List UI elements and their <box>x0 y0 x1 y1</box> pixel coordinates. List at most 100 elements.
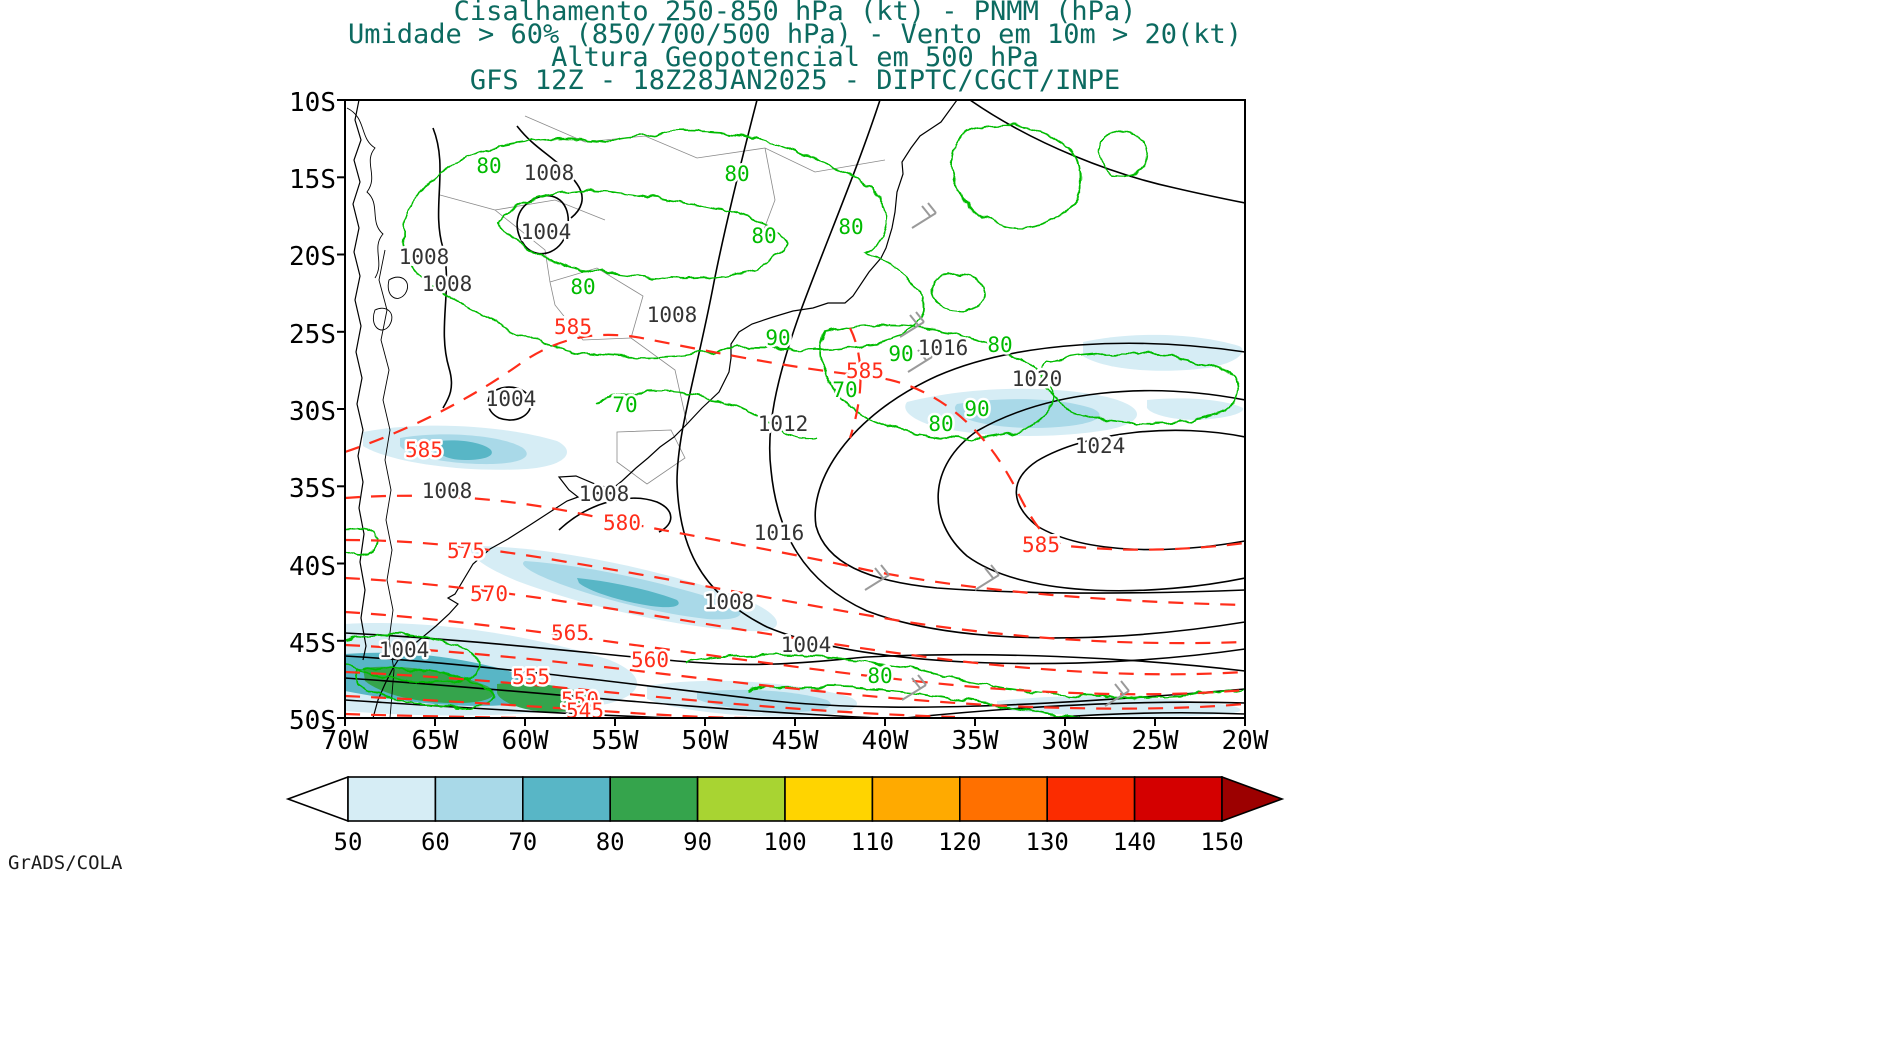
contour-unlabeled <box>969 100 1245 204</box>
pressure-label: 1008 <box>647 303 698 327</box>
colorbar-segment <box>522 776 612 822</box>
colorbar-tick-label: 100 <box>763 828 806 856</box>
lat-tick-label: 20S <box>289 242 336 272</box>
humidity-label: 90 <box>964 397 989 421</box>
height-label: 550 <box>561 688 599 712</box>
height-label: 560 <box>631 648 669 672</box>
colorbar-tick-label: 120 <box>938 828 981 856</box>
pressure-label: 1024 <box>1075 434 1126 458</box>
contour-1004-south <box>345 632 1245 672</box>
lon-tick-label: 25W <box>1131 726 1179 756</box>
humidity-label: 90 <box>765 326 790 350</box>
height-label: 575 <box>447 539 485 563</box>
pressure-label: 1008 <box>704 590 755 614</box>
humidity-label: 80 <box>570 275 595 299</box>
colorbar-segment <box>1133 776 1223 822</box>
pressure-label: 1004 <box>521 220 572 244</box>
colorbar-segment <box>434 776 524 822</box>
andes-topo <box>346 107 384 279</box>
lon-tick-label: 65W <box>411 726 459 756</box>
colorbar-segment <box>1046 776 1136 822</box>
humidity-label: 80 <box>987 333 1012 357</box>
height-label: 585 <box>405 438 443 462</box>
pressure-label: 1012 <box>758 412 809 436</box>
lat-tick-label: 25S <box>289 320 336 350</box>
height-label: 545 <box>566 699 604 723</box>
height-label: 585 <box>846 359 884 383</box>
height-label: 555 <box>512 665 550 689</box>
humidity-label: 80 <box>928 412 953 436</box>
lon-tick-label: 20W <box>1221 726 1269 756</box>
height-label: 585 <box>554 315 592 339</box>
pacific-coastline <box>352 100 367 661</box>
country-borders <box>439 115 886 485</box>
contour-570 <box>345 576 1245 676</box>
pressure-label: 1008 <box>399 245 450 269</box>
colorbar-tick-label: 90 <box>683 828 712 856</box>
lon-tick-label: 45W <box>771 726 819 756</box>
colorbar-tick-label: 60 <box>421 828 450 856</box>
colorbar-tick-label: 50 <box>334 828 363 856</box>
contour-unlabeled <box>904 701 1245 718</box>
contour-unlabeled <box>1044 712 1245 718</box>
shade-region <box>497 682 598 712</box>
lon-tick-label: 30W <box>1041 726 1089 756</box>
colorbar-tick-label: 110 <box>851 828 894 856</box>
contour-1024 <box>1015 429 1245 551</box>
colorbar-tick-label: 130 <box>1026 828 1069 856</box>
pressure-label: 1004 <box>379 638 430 662</box>
shade-region <box>577 578 679 608</box>
shear-colorbar: 50 60 70 80 90 100 110 120 130 140 150 <box>285 776 1285 856</box>
lon-tick-label: 50W <box>681 726 729 756</box>
colorbar-segment <box>871 776 961 822</box>
title-line-1: Cisalhamento 250-850 hPa (kt) - PNMM (hP… <box>453 0 1137 27</box>
height-label: 570 <box>470 582 508 606</box>
lon-tick-label: 35W <box>951 726 999 756</box>
contour-1008 <box>676 100 1245 665</box>
chart-titles: Cisalhamento 250-850 hPa (kt) - PNMM (hP… <box>345 0 1245 96</box>
contour-unlabeled <box>345 677 896 718</box>
humidity-label: 80 <box>476 154 501 178</box>
lat-tick-label: 10S <box>289 88 336 118</box>
contour-575 <box>345 538 1245 645</box>
andes-line <box>378 249 395 718</box>
contour-1008-coastal <box>558 497 672 533</box>
pressure-label: 1004 <box>486 387 537 411</box>
humidity-label: 80 <box>867 664 892 688</box>
colorbar-segment <box>958 776 1048 822</box>
lat-tick-label: 40S <box>289 552 336 582</box>
andes-topo <box>387 276 409 299</box>
height-label: 580 <box>603 511 641 535</box>
lon-tick-label: 70W <box>321 726 369 756</box>
contour-1008-nw <box>516 125 583 219</box>
lat-tick-label: 45S <box>289 629 336 659</box>
colorbar-tick-label: 150 <box>1200 828 1243 856</box>
height-labels: 585 585 585 580 585 575 570 565 560 555 … <box>403 313 1063 723</box>
contour-565 <box>345 610 1245 696</box>
colorbar-tick-label: 70 <box>508 828 537 856</box>
colorbar-segment <box>609 776 699 822</box>
lon-tick-label: 40W <box>861 726 909 756</box>
colorbar-segment <box>784 776 874 822</box>
colorbar-tick-label: 140 <box>1113 828 1156 856</box>
pressure-label: 1004 <box>781 633 832 657</box>
grads-credit: GrADS/COLA <box>8 852 123 874</box>
pressure-label: 1016 <box>754 521 805 545</box>
wind-barb-icon <box>911 202 937 229</box>
shear-shading <box>345 334 1244 717</box>
contour-unlabeled <box>345 655 1245 708</box>
pressure-label: 1008 <box>524 161 575 185</box>
coastlines <box>346 100 958 718</box>
lat-tick-label: 30S <box>289 397 336 427</box>
pressure-label: 1008 <box>422 272 473 296</box>
andes-topo <box>373 307 393 331</box>
shade-region <box>433 440 492 460</box>
humidity-label: 70 <box>832 378 857 402</box>
title-line-2: Umidade > 60% (850/700/500 hPa) - Vento … <box>347 19 1243 50</box>
height-label: 585 <box>1022 533 1060 557</box>
contour-585 <box>345 333 1245 551</box>
title-line-4: GFS 12Z - 18Z28JAN2025 - DIPTC/CGCT/INPE <box>469 65 1121 96</box>
contour-555 <box>345 670 956 718</box>
humidity-label: 80 <box>838 215 863 239</box>
humidity-label: 80 <box>724 162 749 186</box>
